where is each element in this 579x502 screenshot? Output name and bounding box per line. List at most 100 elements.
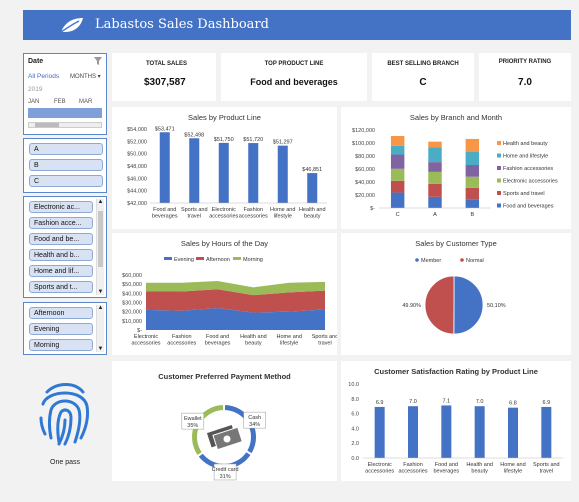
all-periods-link[interactable]: All Periods	[28, 73, 60, 80]
bar	[408, 406, 418, 458]
pie-slice	[453, 275, 484, 335]
y-tick-label: $100,000	[352, 141, 375, 147]
chart-title: Sales by Product Line	[188, 113, 261, 122]
data-label-box	[243, 411, 266, 429]
y-tick-label: $20,000	[122, 310, 142, 316]
granularity-dropdown[interactable]: MONTHS ▾	[70, 73, 101, 80]
time-scrollbar[interactable]: ▲ ▼	[96, 305, 104, 352]
bar-segment	[465, 176, 480, 188]
chart-title: Customer Preferred Payment Method	[158, 372, 291, 381]
bar-segment	[428, 196, 442, 208]
time-item-evening[interactable]: Evening	[29, 323, 93, 335]
month-mar[interactable]: MAR	[79, 99, 93, 105]
kpi-best-branch: BEST SELLING BRANCH C	[372, 53, 474, 101]
bar	[159, 132, 170, 203]
product-item-fashion[interactable]: Fashion acce...	[29, 217, 93, 229]
pie-slice	[424, 275, 455, 335]
bar	[189, 138, 200, 203]
product-item-sports[interactable]: Sports and t...	[29, 281, 93, 293]
bar-segment	[390, 136, 405, 146]
scroll-up-icon[interactable]: ▲	[97, 305, 104, 311]
data-label: 6.9	[543, 400, 551, 406]
legend-swatch	[233, 257, 241, 260]
scroll-down-icon[interactable]: ▼	[97, 346, 104, 352]
data-label: 50.10%	[487, 303, 506, 309]
legend-swatch	[460, 258, 464, 262]
legend-swatch	[497, 141, 501, 145]
legend-label: Food and beverages	[503, 204, 554, 210]
y-tick-label: $-	[370, 206, 375, 212]
y-tick-label: $80,000	[355, 154, 375, 160]
leaf-logo-icon	[60, 18, 83, 33]
product-slicer[interactable]: Electronic ac... Fashion acce... Food an…	[23, 196, 107, 298]
data-label: 31%	[220, 474, 231, 480]
chart-sales-by-branch-month: Sales by Branch and Month $120,000 $100,0…	[341, 107, 571, 229]
bar-segment	[465, 199, 480, 208]
time-slicer[interactable]: Afternoon Evening Morning ▲ ▼	[23, 302, 107, 355]
legend-label: Normal	[466, 258, 484, 264]
date-slicer[interactable]: Date All Periods MONTHS ▾ 2019 JAN FEB M…	[23, 53, 107, 135]
kpi-value: Food and beverages	[250, 77, 338, 87]
y-tick-label: $60,000	[355, 167, 375, 173]
legend-label: Sports and travel	[503, 191, 545, 197]
kpi-label: PRIORITY RATING	[498, 59, 552, 65]
timeline-bar[interactable]	[28, 108, 102, 118]
chart-title: Sales by Hours of the Day	[180, 239, 269, 248]
clear-filter-icon[interactable]	[94, 57, 102, 65]
branch-item-b[interactable]: B	[29, 159, 103, 171]
bar-segment	[465, 165, 480, 177]
y-tick-label: $120,000	[352, 128, 375, 134]
y-tick-label: $20,000	[355, 193, 375, 199]
chart-sales-by-product-line: Sales by Product Line $54,000 $52,000 $50,…	[112, 107, 337, 229]
product-item-health[interactable]: Health and b...	[29, 249, 93, 261]
kpi-label: BEST SELLING BRANCH	[387, 61, 459, 67]
data-label: Ewallet	[184, 416, 202, 422]
chart-title: Sales by Customer Type	[415, 239, 497, 248]
x-tick-label: Home and lifestyle	[277, 334, 302, 347]
y-tick-label: $48,000	[127, 164, 147, 170]
time-item-afternoon[interactable]: Afternoon	[29, 307, 93, 319]
x-tick-label: Health and beauty	[466, 462, 493, 475]
page-title: Labastos Sales Dashboard	[95, 17, 269, 32]
data-label: 49.90%	[402, 303, 421, 309]
timeline-scrollbar[interactable]	[28, 122, 102, 128]
legend-swatch	[196, 257, 204, 260]
kpi-value: $307,587	[144, 77, 186, 88]
chart-sales-by-customer-type: Sales by Customer Type 50.10% 49.90% Membe…	[341, 233, 571, 355]
legend-swatch	[497, 191, 501, 195]
product-item-home[interactable]: Home and lif...	[29, 265, 93, 277]
data-label-box	[213, 463, 237, 481]
data-label: 7.0	[409, 399, 417, 405]
product-item-food[interactable]: Food and be...	[29, 233, 93, 245]
branch-slicer[interactable]: A B C	[23, 138, 107, 193]
kpi-label: TOTAL SALES	[146, 61, 188, 67]
chart-satisfaction-rating: Customer Satisfaction Rating by Product …	[341, 361, 571, 481]
x-tick-label: Home and lifestyle	[500, 462, 525, 475]
legend-label: Health and beauty	[503, 141, 548, 147]
scroll-up-icon[interactable]: ▲	[97, 199, 104, 205]
x-tick-label: Electronic accessories	[131, 334, 160, 347]
x-tick-label: Sports and travel	[312, 334, 337, 347]
month-jan[interactable]: JAN	[28, 99, 40, 105]
legend-swatch	[415, 258, 419, 262]
y-tick-label: 10.0	[348, 382, 359, 388]
legend-swatch	[164, 257, 172, 260]
y-tick-label: $52,000	[127, 139, 147, 145]
branch-item-a[interactable]: A	[29, 143, 103, 155]
bar-segment	[390, 192, 405, 208]
legend-label: Evening	[174, 257, 194, 263]
x-tick-label: Health and beauty	[299, 207, 326, 220]
fingerprint-icon[interactable]	[35, 378, 95, 448]
fingerprint-area[interactable]: One pass	[23, 368, 107, 478]
product-item-electronic[interactable]: Electronic ac...	[29, 201, 93, 213]
time-item-morning[interactable]: Morning	[29, 339, 93, 351]
scroll-down-icon[interactable]: ▼	[97, 289, 104, 295]
product-scrollbar[interactable]: ▲ ▼	[96, 199, 104, 295]
chart-svg: $54,000 $52,000 $50,000 $48,000 $46,000 $44,0…	[127, 126, 327, 220]
bar-segment	[428, 183, 442, 197]
kpi-top-product-line: TOP PRODUCT LINE Food and beverages	[221, 53, 367, 101]
month-feb[interactable]: FEB	[54, 99, 66, 105]
data-label: 35%	[187, 423, 198, 429]
branch-item-c[interactable]: C	[29, 175, 103, 187]
